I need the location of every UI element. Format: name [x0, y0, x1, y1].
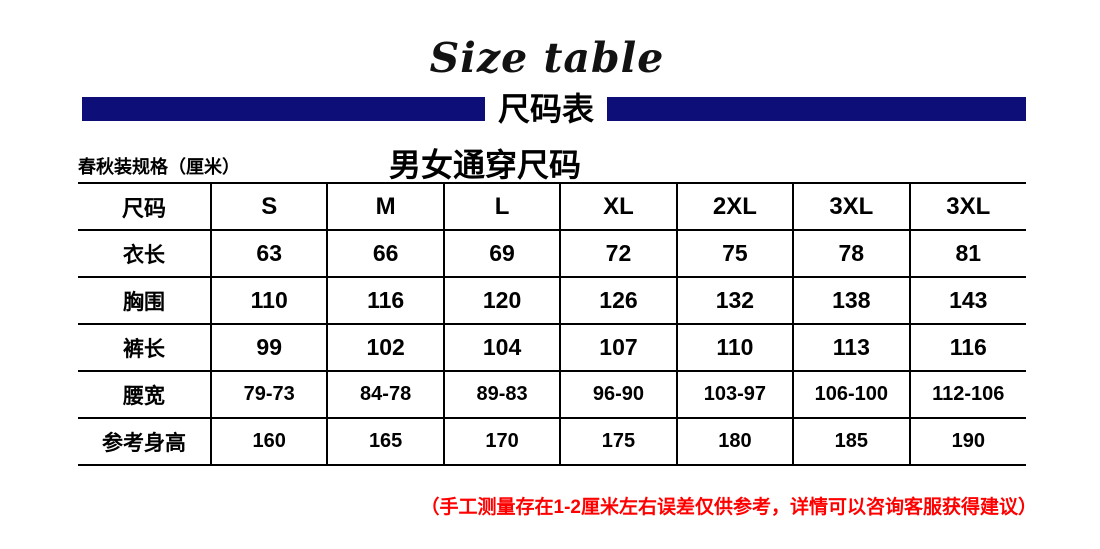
table-cell: 132 [675, 276, 794, 324]
table-row-pants-length: 裤长 99 102 104 107 110 113 116 [78, 323, 1026, 371]
table-title: 男女通穿尺码 [388, 147, 581, 183]
table-cell: 116 [326, 276, 444, 324]
table-cell: 116 [908, 323, 1026, 371]
table-cell: 66 [326, 229, 444, 277]
row-label: 衣长 [78, 229, 211, 277]
table-cell: 110 [675, 323, 794, 371]
table-cell: 160 [209, 417, 328, 465]
table-cell: 138 [792, 276, 910, 324]
table-cell: 190 [908, 417, 1026, 465]
table-cell: 78 [792, 229, 910, 277]
table-cell: 165 [326, 417, 444, 465]
row-label: 裤长 [78, 323, 211, 371]
column-header: S [209, 182, 328, 230]
banner-bar-right [607, 97, 1026, 121]
table-cell: 170 [442, 417, 561, 465]
table-cell: 99 [209, 323, 328, 371]
table-row-waist-width: 腰宽 79-73 84-78 89-83 96-90 103-97 106-10… [78, 370, 1026, 418]
table-cell: 106-100 [792, 370, 910, 418]
table-cell: 175 [559, 417, 677, 465]
banner-title: 尺码表 [497, 91, 594, 127]
row-label: 胸围 [78, 276, 211, 324]
table-cell: 69 [442, 229, 561, 277]
measurement-note: （手工测量存在1-2厘米左右误差仅供参考，详情可以咨询客服获得建议） [420, 497, 1037, 518]
column-header: 3XL [908, 182, 1026, 230]
table-cell: 63 [209, 229, 328, 277]
table-cell: 96-90 [559, 370, 677, 418]
table-cell: 102 [326, 323, 444, 371]
table-row-chest: 胸围 110 116 120 126 132 138 143 [78, 276, 1026, 324]
table-cell: 72 [559, 229, 677, 277]
column-header: 3XL [792, 182, 910, 230]
size-table: 尺码 S M L XL 2XL 3XL 3XL 衣长 63 66 69 72 7… [78, 182, 1026, 466]
table-cell: 112-106 [908, 370, 1026, 418]
table-cell: 104 [442, 323, 561, 371]
table-cell: 84-78 [326, 370, 444, 418]
row-label: 腰宽 [78, 370, 211, 418]
table-row-reference-height: 参考身高 160 165 170 175 180 185 190 [78, 417, 1026, 465]
table-cell: 110 [209, 276, 328, 324]
column-header: L [442, 182, 561, 230]
table-cell: 143 [908, 276, 1026, 324]
table-cell: 81 [908, 229, 1026, 277]
table-cell: 113 [792, 323, 910, 371]
table-cell: 107 [559, 323, 677, 371]
table-cell: 75 [675, 229, 794, 277]
column-header: 2XL [675, 182, 794, 230]
table-cell: 120 [442, 276, 561, 324]
english-title: Size table [429, 34, 665, 82]
spec-label: 春秋装规格（厘米） [78, 157, 240, 177]
table-cell: 79-73 [209, 370, 328, 418]
row-label: 参考身高 [78, 417, 211, 465]
column-header-size: 尺码 [78, 182, 211, 230]
table-cell: 89-83 [442, 370, 561, 418]
table-row-garment-length: 衣长 63 66 69 72 75 78 81 [78, 229, 1026, 277]
banner: 尺码表 [82, 91, 1026, 127]
table-cell: 103-97 [675, 370, 794, 418]
column-header: M [326, 182, 444, 230]
table-cell: 185 [792, 417, 910, 465]
table-cell: 126 [559, 276, 677, 324]
column-header: XL [559, 182, 677, 230]
table-header-row: 尺码 S M L XL 2XL 3XL 3XL [78, 182, 1026, 230]
banner-bar-left [82, 97, 485, 121]
table-cell: 180 [675, 417, 794, 465]
